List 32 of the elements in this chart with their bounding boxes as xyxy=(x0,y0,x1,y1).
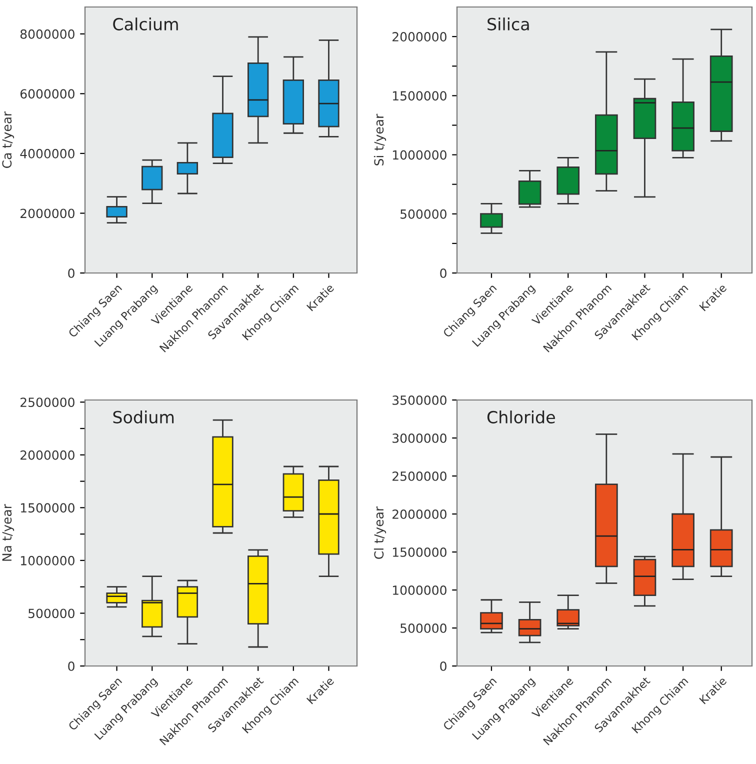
y-tick-label: 500000 xyxy=(400,209,446,219)
y-tick-label: 1500000 xyxy=(20,503,74,513)
y-tick-label: 0 xyxy=(68,268,74,278)
y-tick-label: 6000000 xyxy=(20,89,74,99)
y-tick-label: 1000000 xyxy=(392,585,446,595)
y-tick-label: 0 xyxy=(440,268,446,278)
y-tick-label: 0 xyxy=(440,661,446,671)
y-tick-label: 4000000 xyxy=(20,148,74,158)
y-axis-title: Cl t/year xyxy=(374,506,386,559)
text: Chloride xyxy=(487,410,555,424)
y-axis-title: Si t/year xyxy=(374,114,386,166)
y-tick-label: 2000000 xyxy=(392,32,446,42)
y-tick-label: 2500000 xyxy=(392,471,446,481)
text: Calcium xyxy=(113,18,178,30)
y-axis-title: Ca t/year xyxy=(2,111,14,168)
y-tick-label: 1000000 xyxy=(392,150,446,160)
y-tick-label: 3500000 xyxy=(392,395,446,405)
text: Sodium xyxy=(113,410,174,424)
y-tick-label: 2000000 xyxy=(20,450,74,460)
y-tick-label: 1500000 xyxy=(392,547,446,557)
y-tick-label: 2000000 xyxy=(20,208,74,218)
text: Silica xyxy=(488,18,529,30)
y-tick-label: 500000 xyxy=(28,608,74,618)
y-tick-label: 500000 xyxy=(400,623,446,633)
y-tick-label: 0 xyxy=(68,661,74,671)
y-tick-label: 3000000 xyxy=(392,433,446,443)
y-tick-label: 1000000 xyxy=(20,556,74,566)
y-tick-label: 8000000 xyxy=(20,29,74,39)
y-tick-label: 2000000 xyxy=(392,509,446,519)
y-axis-title: Na t/year xyxy=(2,504,14,561)
y-tick-label: 2500000 xyxy=(20,398,74,408)
y-tick-label: 1500000 xyxy=(392,91,446,101)
